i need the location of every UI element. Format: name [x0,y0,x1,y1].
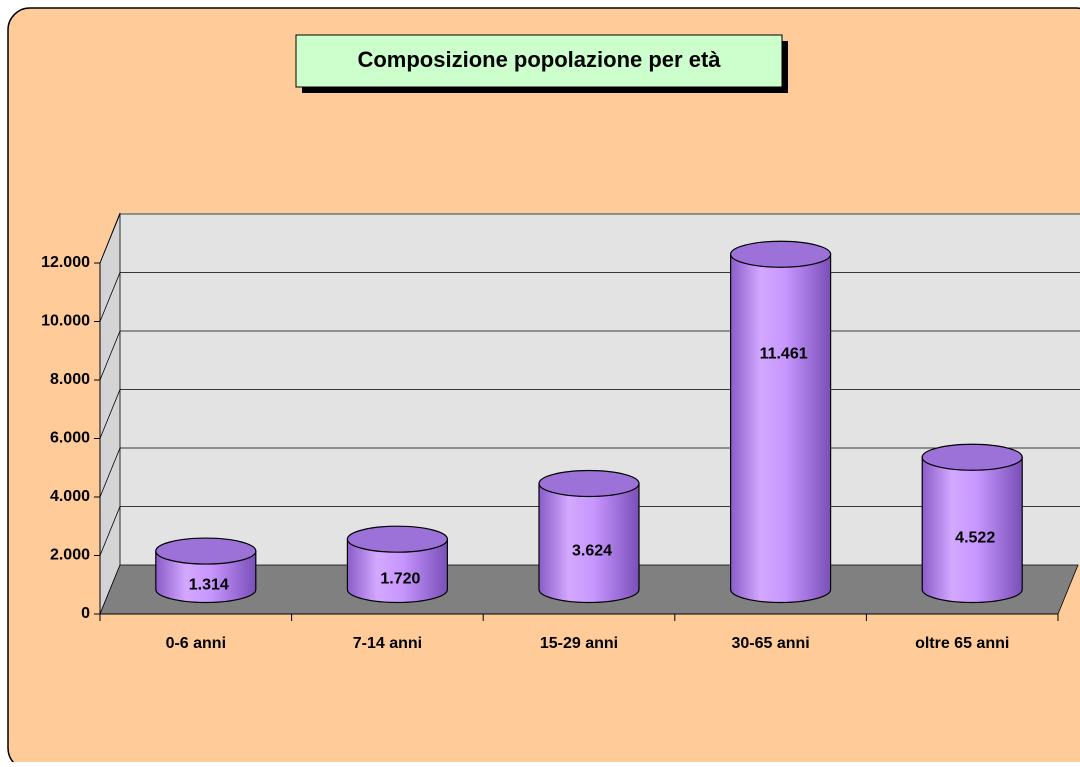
bar [921,456,1023,604]
value-label: 1.314 [189,577,229,594]
value-label: 4.522 [955,530,995,547]
x-tick-label: 0-6 anni [166,635,226,652]
y-tick-label: 12.000 [41,254,90,271]
back-wall [100,213,1080,614]
y-tick-label: 8.000 [50,371,90,388]
y-tick-label: 2.000 [50,547,90,564]
y-tick-label: 0 [81,605,90,622]
grid-line [99,213,1080,264]
bar-top [346,525,448,553]
chart-title: Composizione popolazione per età [357,47,721,72]
x-tick-label: oltre 65 anni [915,635,1009,652]
bar [730,253,832,604]
title-box [295,34,783,88]
value-label: 1.720 [380,571,420,588]
y-tick-label: 4.000 [50,488,90,505]
bar-top [729,240,832,268]
y-tick-label: 10.000 [41,313,90,330]
bar [155,550,257,604]
value-label: 3.624 [572,543,612,560]
value-label: 11.461 [760,345,808,362]
x-tick-label: 7-14 anni [353,635,422,652]
bar-top [538,469,640,498]
x-tick-label: 30-65 anni [731,635,809,652]
bar [538,482,640,604]
bar-top [155,537,257,565]
bar-top [921,443,1023,471]
y-tick-label: 6.000 [50,430,90,447]
bar [346,538,448,604]
x-tick-label: 15-29 anni [540,635,618,652]
